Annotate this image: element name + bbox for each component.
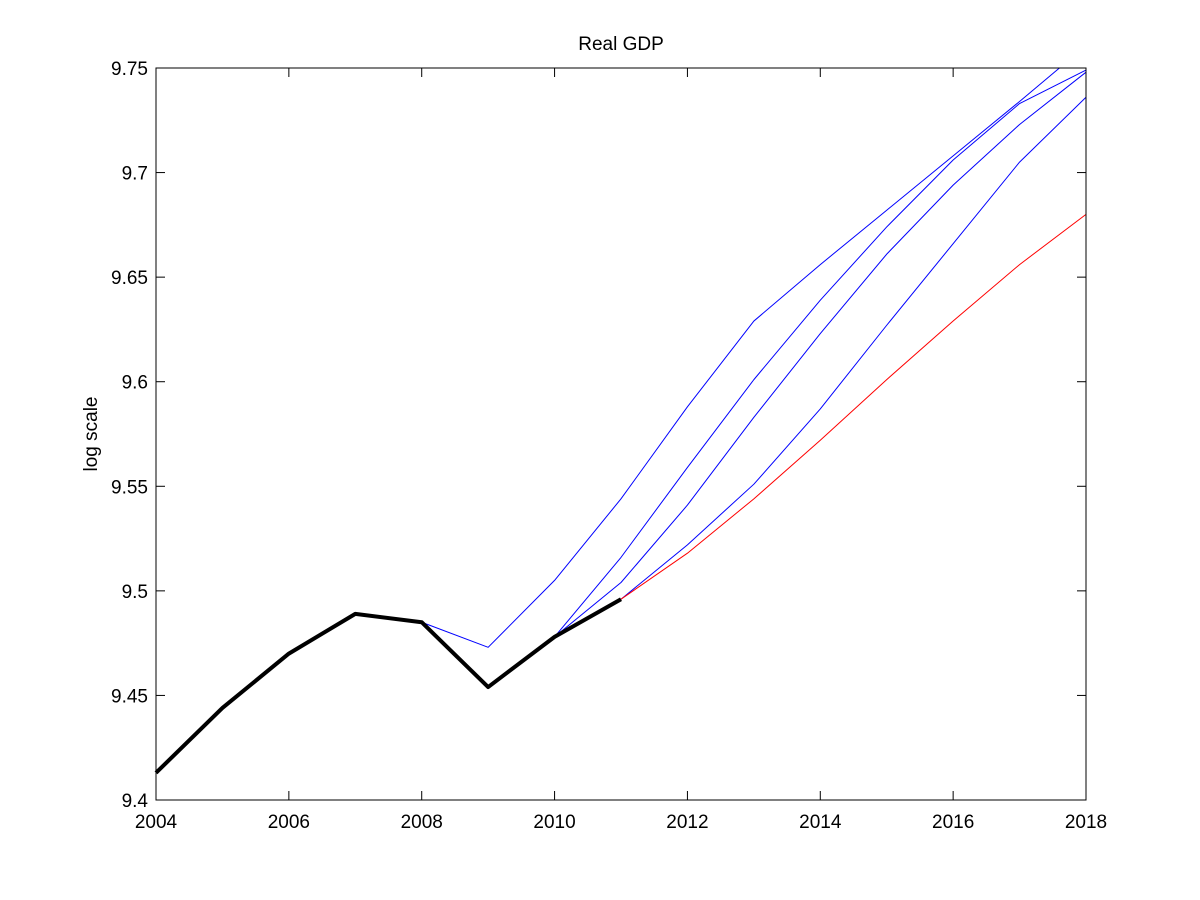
ticks-layer: 2004 2006 2008 2010 2012 2014 2016 2018 9.4 9.45 9… [111,59,1107,833]
chart-title: Real GDP [578,34,664,55]
x-tick-label: 2006 [268,812,310,833]
plot-area [156,68,1086,800]
series-line-1 [421,67,1060,648]
x-tick-label: 2010 [533,812,575,833]
y-tick-label: 9.4 [122,791,149,812]
y-tick-label: 9.75 [111,59,148,80]
series-line-6 [154,597,622,775]
y-tick-label: 9.6 [122,373,148,394]
x-tick-label: 2012 [666,812,708,833]
series-line-2 [487,69,1087,688]
y-axis-label: log scale [81,397,102,472]
x-tick-label: 2004 [135,812,178,833]
x-tick-label: 2018 [1065,812,1107,833]
y-tick-label: 9.7 [122,164,148,185]
y-tick-label: 9.65 [111,268,148,289]
x-tick-label: 2014 [799,812,842,833]
y-tick-label: 9.55 [111,477,148,498]
x-tick-label: 2008 [401,812,443,833]
series-line-4 [620,96,1087,600]
y-tick-label: 9.45 [111,686,148,707]
plot-frame [155,67,1087,801]
series-line-5 [620,214,1087,600]
y-tick-label: 9.5 [122,582,148,603]
x-tick-label: 2016 [932,812,974,833]
series-layer [154,67,1087,775]
series-line-3 [554,71,1087,638]
